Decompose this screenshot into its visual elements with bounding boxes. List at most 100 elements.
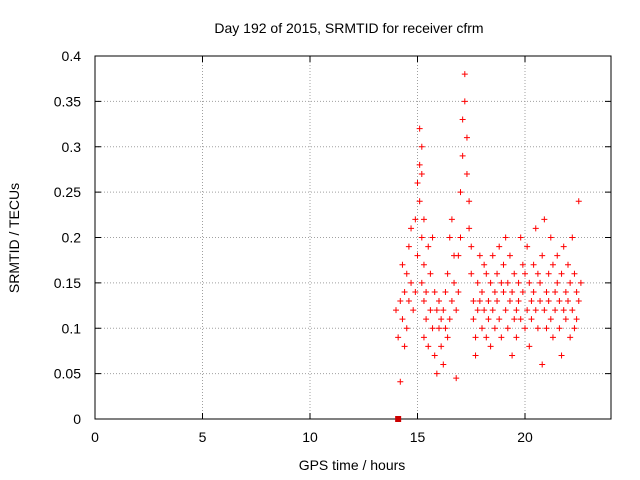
data-point (448, 298, 455, 305)
data-point (524, 243, 531, 250)
data-point (558, 270, 565, 277)
data-point (509, 352, 516, 359)
data-point (528, 316, 535, 323)
data-point (444, 270, 451, 277)
data-point (440, 361, 447, 368)
axis-ticks (94, 55, 611, 420)
data-point (539, 252, 546, 259)
data-point (397, 378, 404, 385)
data-point (466, 198, 473, 205)
data-point (459, 116, 466, 123)
data-point (463, 170, 470, 177)
data-point (414, 180, 421, 187)
data-point (528, 298, 535, 305)
data-point (565, 261, 571, 268)
data-point (496, 316, 503, 323)
data-point (468, 243, 475, 250)
chart-title: Day 192 of 2015, SRMTID for receiver cfr… (214, 20, 483, 36)
y-tick-label: 0.05 (54, 366, 81, 382)
data-point (479, 325, 485, 332)
data-point (470, 316, 477, 323)
x-tick-label: 15 (410, 429, 426, 445)
data-point (558, 352, 565, 359)
data-point (414, 252, 421, 259)
data-point (459, 152, 466, 159)
data-point (567, 334, 574, 341)
data-point (446, 234, 453, 241)
data-point (453, 307, 460, 314)
data-point (436, 298, 442, 305)
data-point (575, 198, 582, 205)
data-point (547, 234, 554, 241)
data-point (573, 288, 580, 295)
data-point (461, 71, 468, 78)
data-point (489, 307, 496, 314)
x-tick-labels: 0 5 10 15 20 (91, 429, 533, 445)
data-point (502, 307, 509, 314)
data-point (519, 288, 526, 295)
x-tick-label: 5 (199, 429, 207, 445)
data-point (399, 316, 406, 323)
data-point (401, 288, 408, 295)
y-tick-label: 0 (73, 411, 81, 427)
data-point (423, 288, 430, 295)
data-point (494, 270, 501, 277)
data-point (556, 325, 563, 332)
data-point (436, 325, 442, 332)
outlier-point (395, 416, 402, 422)
data-point (416, 198, 423, 205)
data-point (429, 234, 436, 241)
data-point (485, 316, 492, 323)
x-tick-label: 20 (517, 429, 533, 445)
y-tick-label: 0.4 (62, 48, 82, 64)
data-point (511, 316, 518, 323)
data-point (455, 252, 462, 259)
data-point (506, 298, 513, 305)
data-point (513, 307, 520, 314)
data-point (474, 307, 481, 314)
data-point (429, 325, 436, 332)
data-point (420, 216, 427, 223)
data-point (526, 279, 533, 286)
data-point (552, 288, 559, 295)
y-tick-label: 0.3 (62, 139, 82, 155)
data-point (498, 334, 505, 341)
data-point (545, 270, 552, 277)
data-point (547, 316, 554, 323)
data-point (537, 279, 544, 286)
data-point (485, 298, 492, 305)
data-point (489, 252, 496, 259)
data-point (565, 298, 571, 305)
data-point (418, 170, 425, 177)
data-point (431, 352, 438, 359)
data-point (420, 261, 427, 268)
data-point (537, 298, 544, 305)
data-point (562, 316, 569, 323)
data-point (534, 325, 541, 332)
data-point (515, 279, 522, 286)
data-point (444, 334, 451, 341)
data-point (427, 270, 434, 277)
data-point (476, 298, 483, 305)
data-point (522, 270, 528, 277)
data-point (405, 298, 412, 305)
data-point (569, 307, 576, 314)
data-point (509, 288, 516, 295)
data-point (554, 252, 561, 259)
data-point (453, 375, 460, 382)
data-point (438, 316, 445, 323)
data-point (511, 270, 518, 277)
y-tick-label: 0.2 (62, 230, 82, 246)
data-point (420, 298, 427, 305)
data-point (517, 316, 524, 323)
data-point (504, 279, 511, 286)
data-point (541, 307, 548, 314)
data-point (573, 316, 580, 323)
data-point (474, 279, 481, 286)
data-point (425, 243, 432, 250)
data-point (433, 307, 440, 314)
data-point (481, 261, 488, 268)
data-point (438, 343, 445, 350)
data-point (476, 252, 483, 259)
data-point (479, 288, 485, 295)
